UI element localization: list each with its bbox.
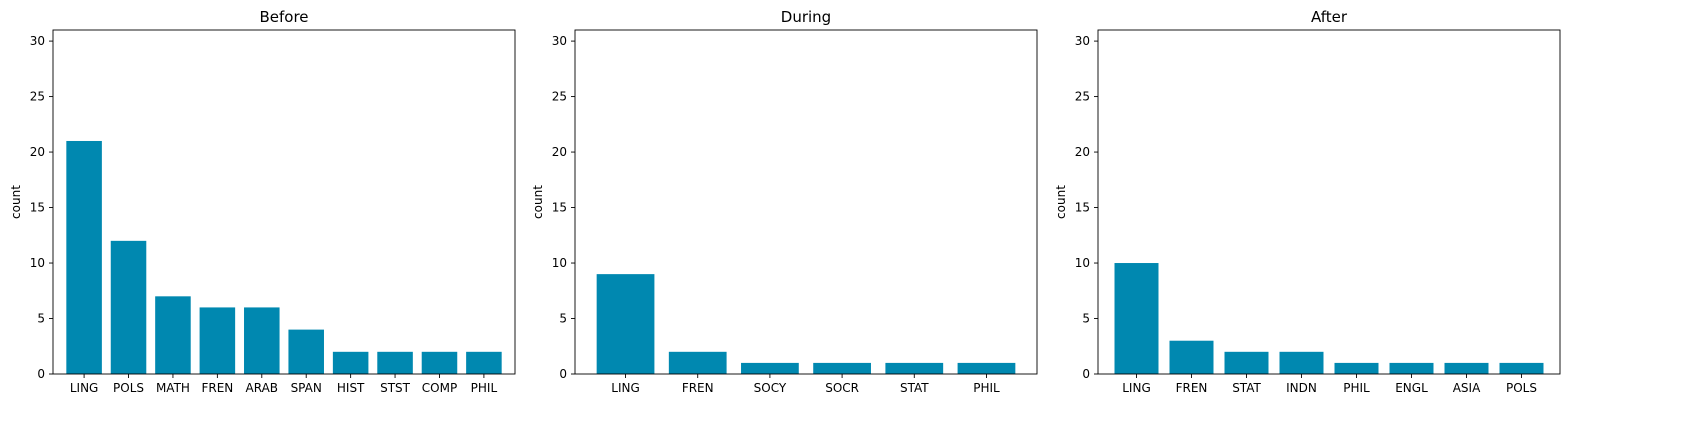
bar xyxy=(1279,351,1324,374)
x-tick-label: ENGL xyxy=(1395,381,1428,395)
y-tick-label: 0 xyxy=(37,367,45,381)
x-tick-label: HIST xyxy=(337,381,365,395)
x-tick-label: STAT xyxy=(1232,381,1261,395)
bar xyxy=(668,351,727,374)
bar xyxy=(466,351,502,374)
bar xyxy=(199,307,236,374)
y-tick-label: 30 xyxy=(1075,34,1090,48)
x-tick-label: PHIL xyxy=(973,381,1000,395)
x-tick-label: PHIL xyxy=(1343,381,1370,395)
bar xyxy=(813,362,871,374)
chart-title: After xyxy=(1311,8,1348,26)
y-tick-label: 5 xyxy=(559,312,567,326)
y-tick-label: 20 xyxy=(552,145,567,159)
x-tick-label: LING xyxy=(611,381,640,395)
y-tick-label: 30 xyxy=(552,34,567,48)
bar xyxy=(332,351,369,374)
y-tick-label: 20 xyxy=(30,145,45,159)
y-tick-label: 0 xyxy=(1082,367,1090,381)
axes-frame xyxy=(574,29,1038,375)
x-tick-label: ASIA xyxy=(1453,381,1481,395)
x-tick-label: POLS xyxy=(113,381,144,395)
x-tick-label: SOCY xyxy=(754,381,787,395)
chart-title: Before xyxy=(259,8,308,26)
y-tick-label: 25 xyxy=(30,90,45,104)
bar xyxy=(1224,351,1269,374)
y-tick-label: 5 xyxy=(37,312,45,326)
x-tick-label: PHIL xyxy=(471,381,498,395)
bar xyxy=(155,296,191,374)
y-tick-label: 10 xyxy=(552,256,567,270)
x-tick-label: COMP xyxy=(422,381,457,395)
bar xyxy=(885,362,944,374)
chart-panel-0: LING POLS MATH FREN ARAB SPAN HIST STST COMP PHIL… xyxy=(9,8,516,395)
bar xyxy=(596,274,655,374)
bar xyxy=(957,362,1016,374)
chart-title: During xyxy=(781,8,831,26)
y-tick-label: 5 xyxy=(1082,312,1090,326)
bar xyxy=(110,240,147,374)
y-tick-label: 20 xyxy=(1075,145,1090,159)
y-tick-label: 25 xyxy=(552,90,567,104)
bar xyxy=(288,329,324,374)
bar xyxy=(66,140,102,374)
x-tick-label: INDN xyxy=(1286,381,1317,395)
y-axis-label: count xyxy=(531,185,545,219)
y-axis-label: count xyxy=(1054,185,1068,219)
bar xyxy=(1389,362,1434,374)
x-tick-label: POLS xyxy=(1506,381,1537,395)
y-tick-label: 15 xyxy=(30,201,45,215)
x-tick-label: FREN xyxy=(682,381,714,395)
y-axis-label: count xyxy=(9,185,23,219)
bar xyxy=(1169,340,1214,374)
bar xyxy=(741,362,799,374)
bar xyxy=(377,351,413,374)
x-tick-label: LING xyxy=(70,381,99,395)
x-tick-label: ARAB xyxy=(246,381,279,395)
bar xyxy=(421,351,458,374)
x-tick-label: SPAN xyxy=(291,381,322,395)
y-tick-label: 15 xyxy=(1075,201,1090,215)
y-tick-label: 10 xyxy=(30,256,45,270)
x-tick-label: FREN xyxy=(1176,381,1208,395)
bar xyxy=(1499,362,1544,374)
x-tick-label: FREN xyxy=(201,381,233,395)
bar xyxy=(244,307,280,374)
y-tick-label: 30 xyxy=(30,34,45,48)
bar xyxy=(1334,362,1379,374)
bar xyxy=(1444,362,1489,374)
y-tick-label: 25 xyxy=(1075,90,1090,104)
x-tick-label: STAT xyxy=(900,381,929,395)
y-tick-label: 0 xyxy=(559,367,567,381)
axes-frame xyxy=(52,29,516,375)
y-tick-label: 10 xyxy=(1075,256,1090,270)
x-tick-label: MATH xyxy=(156,381,190,395)
chart-panel-2: LING FREN STAT INDN PHIL ENGL ASIA POLS 0 5 10 15 20… xyxy=(1054,8,1561,395)
y-tick-label: 15 xyxy=(552,201,567,215)
x-tick-label: LING xyxy=(1122,381,1151,395)
x-tick-label: STST xyxy=(380,381,411,395)
x-tick-label: SOCR xyxy=(825,381,859,395)
axes-frame xyxy=(1097,29,1561,375)
chart-panel-1: LING FREN SOCY SOCR STAT PHIL 0 5 10 15 20 25 30 Duri… xyxy=(531,8,1038,395)
bar xyxy=(1114,263,1159,374)
